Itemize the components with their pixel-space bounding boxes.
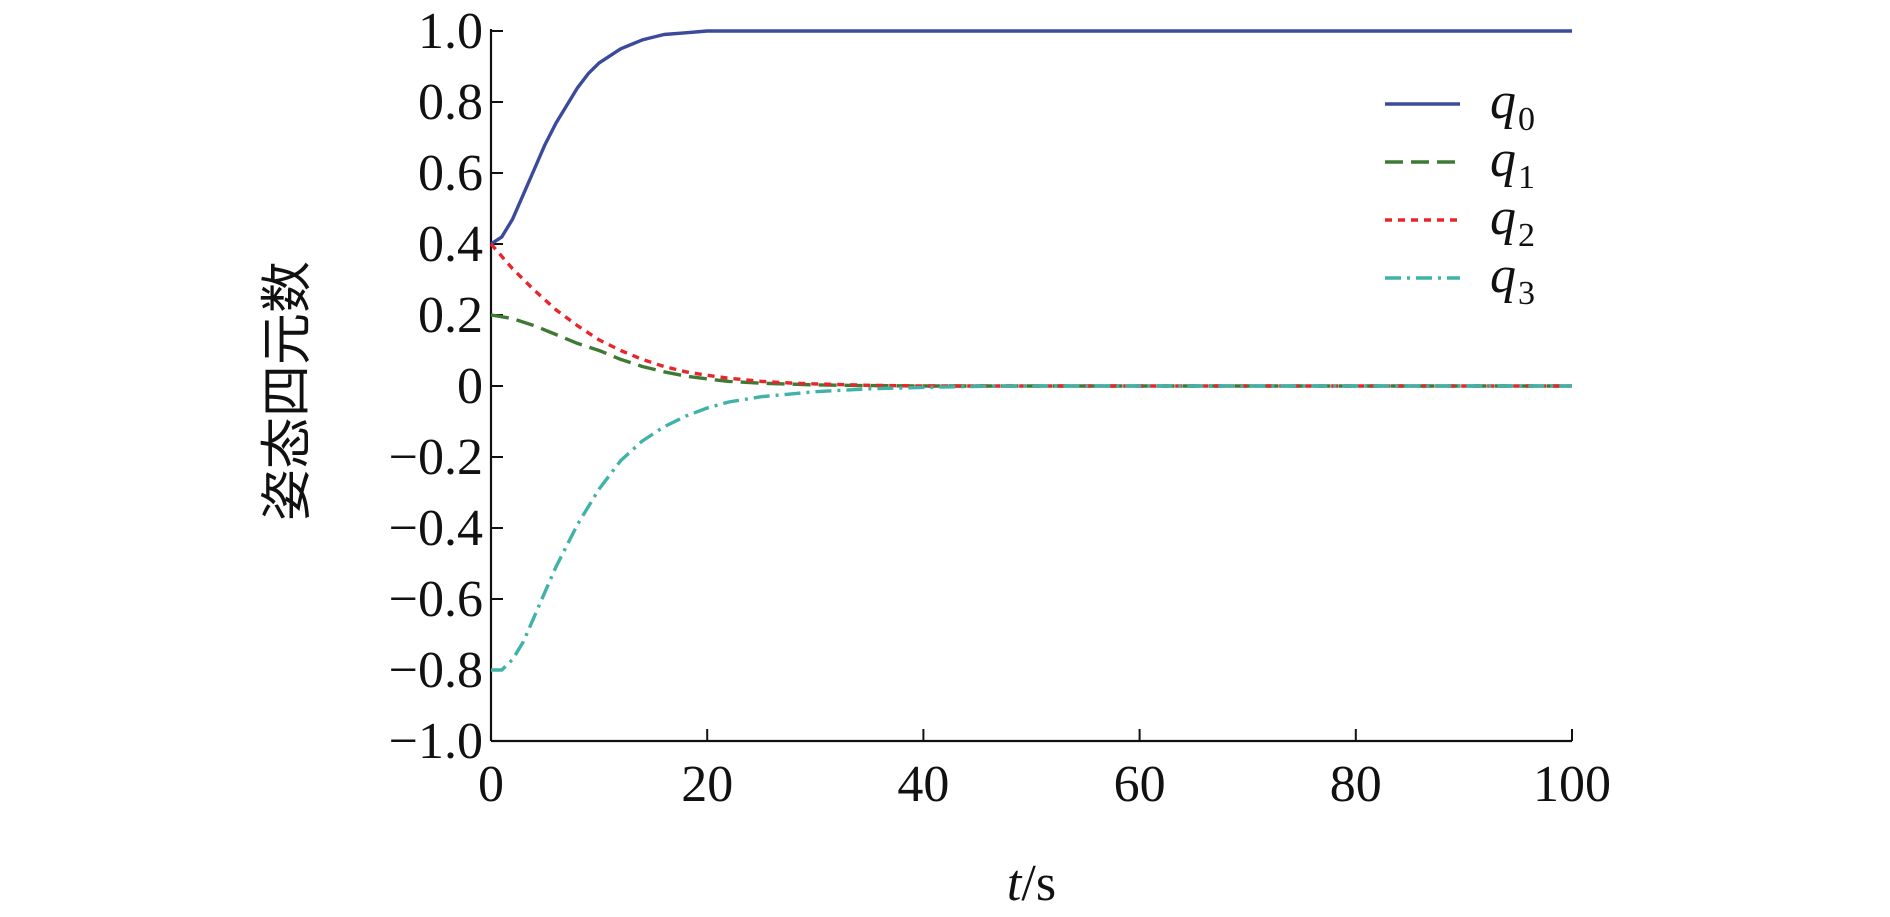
x-tick-label: 0 (478, 756, 504, 813)
y-tick-label: 0.6 (418, 145, 483, 202)
x-tick-label: 60 (1114, 756, 1166, 813)
y-tick-label: 0.2 (418, 287, 483, 344)
legend-label-q1: q1 (1490, 131, 1535, 196)
legend-label-q3: q3 (1490, 247, 1535, 312)
y-tick-label: −1.0 (389, 713, 483, 770)
y-tick-label: 0 (457, 358, 483, 415)
series-line-q0 (490, 29, 1572, 246)
chart-axes: 1.00.80.60.40.20−0.2−0.4−0.6−0.8−1.00 20 4… (389, 3, 1611, 813)
y-tick-label: −0.4 (389, 500, 483, 557)
x-axis-title-variable: t (1007, 855, 1023, 912)
legend-label-q2: q2 (1490, 189, 1535, 254)
x-tick-label: 100 (1533, 756, 1611, 813)
y-tick-label: 0.4 (418, 216, 483, 273)
y-tick-label: 0.8 (418, 74, 483, 131)
x-tick-label: 20 (681, 756, 733, 813)
x-axis-title: t/s (1007, 855, 1056, 912)
chart-labels: 姿态四元数 t/s (260, 261, 1056, 912)
series-line-q3 (491, 384, 1572, 672)
y-tick-label: −0.6 (389, 571, 483, 628)
series-line-q1 (490, 313, 1572, 388)
x-tick-label: 40 (897, 756, 949, 813)
x-axis-title-unit: /s (1021, 855, 1056, 912)
y-tick-label: −0.8 (389, 642, 483, 699)
y-tick-label: 1.0 (418, 3, 483, 60)
x-tick-label: 80 (1330, 756, 1382, 813)
legend-label-q0: q0 (1490, 73, 1535, 138)
chart-series-layer (489, 29, 1572, 672)
y-tick-label: −0.2 (389, 429, 483, 486)
y-axis-title: 姿态四元数 (260, 261, 317, 521)
series-line-q2 (489, 242, 1572, 388)
